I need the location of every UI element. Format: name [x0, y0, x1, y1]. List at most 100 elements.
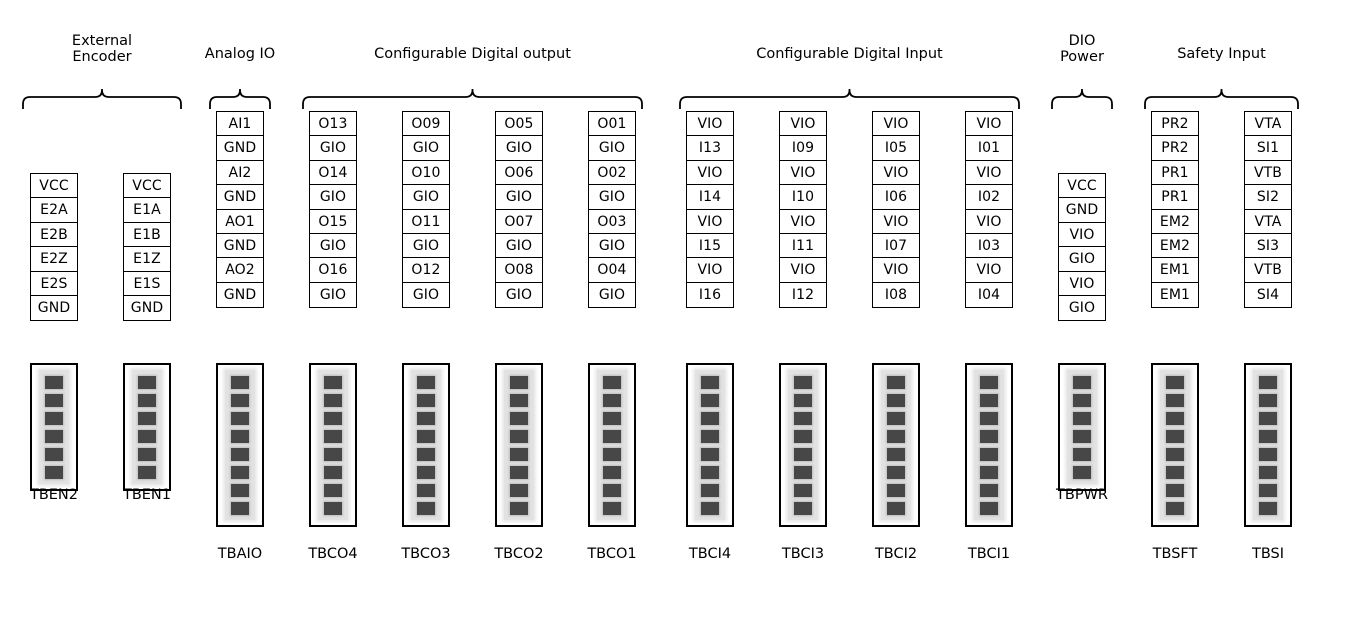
pin-label: I03 [965, 233, 1013, 260]
connector-inner-panel [881, 370, 911, 520]
pin-label: VIO [686, 159, 734, 186]
pin-label: VTB [1244, 159, 1292, 186]
connector-pin [1166, 375, 1184, 389]
pin-label: VCC [30, 173, 78, 199]
pin-label: I07 [872, 233, 920, 260]
connector-body-tbsft [1151, 363, 1199, 527]
pin-label: GIO [495, 184, 543, 211]
connector-label-tbco2: TBCO2 [494, 546, 544, 562]
connector-pin [603, 411, 621, 425]
pin-label: EM1 [1151, 281, 1199, 308]
connector-pin [887, 375, 905, 389]
connector-label-tben2: TBEN2 [29, 487, 79, 503]
pin-label: O14 [309, 159, 357, 186]
pin-label: GIO [588, 184, 636, 211]
connector-pin [603, 447, 621, 461]
connector-pin [45, 429, 63, 443]
connector-inner-panel [225, 370, 255, 520]
pin-label: VCC [1058, 173, 1106, 199]
connector-pin [510, 393, 528, 407]
connector-pin [231, 429, 249, 443]
pin-label: PR2 [1151, 111, 1199, 137]
connector-pin [324, 393, 342, 407]
pin-label-stack-tbsft: PR2 PR2 PR1 PR1 EM2 EM2 EM1 EM1 [1151, 111, 1199, 308]
pin-label-stack-tbpwr: VCC GND VIO GIO VIO GIO [1058, 173, 1106, 322]
pin-label: VIO [872, 159, 920, 186]
pin-label: VIO [779, 159, 827, 186]
connector-label-tbsft: TBSFT [1152, 546, 1198, 562]
pin-label-stack-tbci3: VIO I09 VIO I10 VIO I11 VIO I12 [779, 111, 827, 308]
pin-label: GIO [588, 233, 636, 260]
pin-label-stack-tbco2: O05 GIO O06 GIO O07 GIO O08 GIO [495, 111, 543, 308]
connector-pin [887, 429, 905, 443]
pin-label: VIO [779, 257, 827, 284]
connector-inner-panel [788, 370, 818, 520]
pin-label: GIO [495, 135, 543, 162]
connector-pin [1259, 483, 1277, 497]
pin-label: VTA [1244, 208, 1292, 235]
connector-pin [45, 375, 63, 389]
connector-pin [794, 393, 812, 407]
connector-pin [138, 375, 156, 389]
pin-label: E2A [30, 197, 78, 224]
connector-pin [231, 393, 249, 407]
connector-pin [701, 393, 719, 407]
connector-pin [45, 411, 63, 425]
connector-pin [417, 501, 435, 515]
connector-pin [45, 393, 63, 407]
pin-label: O11 [402, 208, 450, 235]
connector-pin [701, 465, 719, 479]
connector-label-tben1: TBEN1 [122, 487, 172, 503]
connector-inner-panel [1160, 370, 1190, 520]
pin-label: O15 [309, 208, 357, 235]
pin-label-stack-tbci4: VIO I13 VIO I14 VIO I15 VIO I16 [686, 111, 734, 308]
connector-pin [138, 465, 156, 479]
connector-pin [887, 393, 905, 407]
pin-label: GIO [402, 281, 450, 308]
connector-pin [510, 501, 528, 515]
pin-label: GND [216, 184, 264, 211]
connector-pin [510, 375, 528, 389]
connector-label-tbci2: TBCI2 [874, 546, 918, 562]
connector-pin [1166, 393, 1184, 407]
connector-pin [887, 411, 905, 425]
pin-label: EM2 [1151, 233, 1199, 260]
connector-pin [1166, 429, 1184, 443]
group-bracket-configurable-digital-output [302, 88, 643, 110]
connector-pin [1073, 375, 1091, 389]
pin-label: VTB [1244, 257, 1292, 284]
connector-pin [1259, 447, 1277, 461]
connector-pin [701, 411, 719, 425]
connector-pin [1073, 465, 1091, 479]
connector-label-tbsi: TBSI [1251, 546, 1285, 562]
pin-label: GND [123, 295, 171, 322]
connector-pin [887, 501, 905, 515]
connector-pin [794, 465, 812, 479]
connector-body-tben1 [123, 363, 171, 491]
pin-label: AI1 [216, 111, 264, 137]
group-bracket-analog-io [209, 88, 271, 110]
connector-body-tbsi [1244, 363, 1292, 527]
pin-label: GIO [588, 281, 636, 308]
connector-pin [231, 465, 249, 479]
connector-pin [417, 429, 435, 443]
pin-label: O06 [495, 159, 543, 186]
pin-label: GIO [588, 135, 636, 162]
connector-pin [138, 429, 156, 443]
connector-pin [603, 393, 621, 407]
connector-pin [794, 429, 812, 443]
connector-pin [980, 429, 998, 443]
group-bracket-configurable-digital-input [679, 88, 1020, 110]
pin-label: I10 [779, 184, 827, 211]
connector-body-tbco1 [588, 363, 636, 527]
pin-label: VIO [872, 111, 920, 137]
pin-label: GND [1058, 197, 1106, 224]
pin-label: EM2 [1151, 208, 1199, 235]
pin-label-stack-tben1: VCC E1A E1B E1Z E1S GND [123, 173, 171, 322]
connector-pin [887, 465, 905, 479]
group-title-external-encoder: External Encoder [71, 33, 133, 65]
connector-pin [980, 393, 998, 407]
connector-label-tbci3: TBCI3 [781, 546, 825, 562]
connector-pin [324, 447, 342, 461]
pin-label: PR2 [1151, 135, 1199, 162]
